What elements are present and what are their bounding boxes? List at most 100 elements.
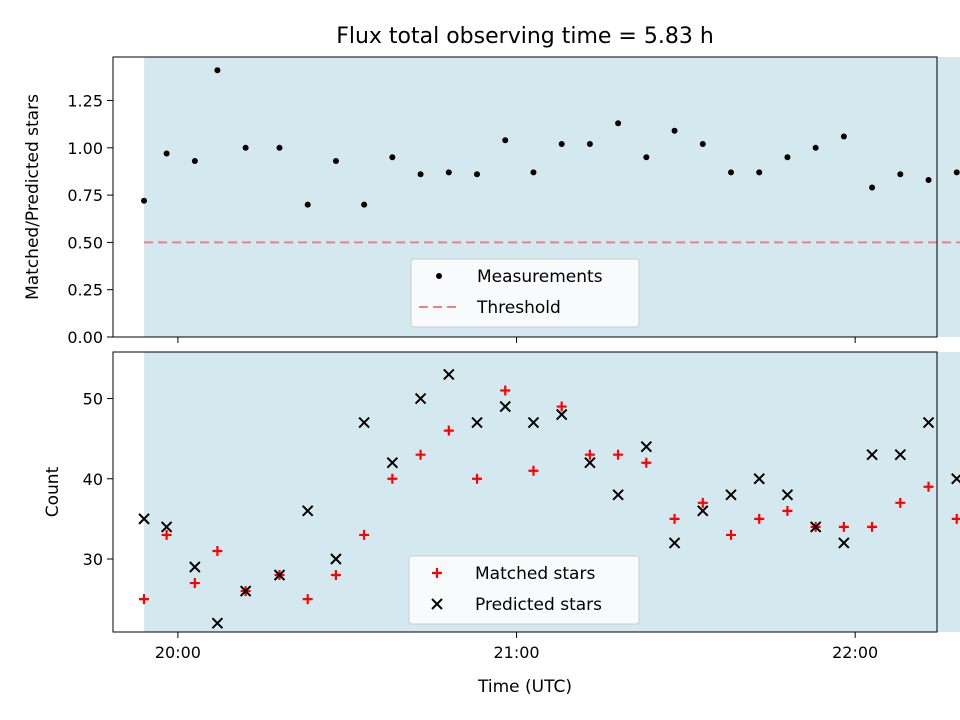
matched-star-point	[951, 513, 960, 524]
measurement-point	[502, 137, 509, 144]
chart-title: Flux total observing time = 5.83 h	[336, 24, 714, 49]
predicted-star-point	[239, 585, 252, 597]
predicted-star-point	[555, 408, 568, 421]
matched-star-point	[641, 457, 652, 468]
matched-star-point	[212, 545, 223, 556]
top-panel: 0.00 0.25 0.50 0.75 1.00 1.25 Matched/Predict…	[23, 56, 960, 347]
top-axes-frame	[112, 56, 938, 338]
predicted-star-point	[922, 416, 935, 429]
predicted-star-point	[443, 368, 455, 381]
counts-markers	[138, 368, 960, 629]
y-tick-label: 0.00	[67, 328, 103, 347]
legend-label: Predicted stars	[475, 595, 602, 615]
top-legend: Measurements Threshold	[410, 258, 640, 328]
measurement-point	[530, 169, 537, 176]
measurement-point	[474, 171, 481, 178]
matched-star-point	[472, 473, 483, 484]
predicted-star-point	[838, 537, 850, 549]
measurement-point	[840, 133, 847, 140]
measurement-point	[361, 201, 368, 208]
bottom-y-axis-label: Count	[43, 466, 63, 517]
y-tick-label: 1.25	[67, 92, 103, 111]
measurement-point	[897, 171, 904, 178]
predicted-star-point	[499, 400, 511, 413]
predicted-star-point	[894, 448, 907, 461]
predicted-star-point	[471, 416, 483, 429]
measurements-markers	[141, 67, 960, 208]
measurement-point	[214, 67, 221, 74]
predicted-star-point	[302, 505, 314, 517]
matched-star-point	[556, 401, 567, 412]
x-tick-label: 20:00	[155, 643, 201, 662]
predicted-star-point	[138, 513, 150, 525]
y-tick-label: 50	[83, 390, 103, 409]
y-tick-label: 30	[83, 550, 103, 569]
matched-star-point	[189, 578, 200, 589]
legend-label: Measurements	[477, 267, 603, 287]
top-y-axis-label: Matched/Predicted stars	[23, 94, 43, 300]
predicted-star-point	[781, 489, 794, 501]
measurement-point	[925, 176, 932, 183]
predicted-star-point	[725, 489, 737, 501]
bottom-axes-frame	[112, 351, 938, 633]
predicted-star-point	[809, 521, 822, 533]
matched-star-point	[584, 449, 595, 460]
x-axis-label: Time (UTC)	[477, 677, 572, 697]
y-tick-label: 1.00	[67, 139, 103, 158]
predicted-star-point	[527, 416, 540, 429]
matched-star-point	[754, 513, 765, 524]
matched-star-point	[161, 529, 172, 540]
predicted-star-point	[431, 598, 443, 610]
measurement-point	[586, 141, 593, 148]
matched-star-point	[838, 521, 849, 532]
y-tick-label: 40	[83, 470, 103, 489]
bottom-legend: Matched stars Predicted stars	[408, 555, 640, 625]
measurement-point	[558, 141, 565, 148]
predicted-star-point	[668, 537, 681, 549]
y-tick-label: 0.75	[67, 186, 103, 205]
measurement-point	[332, 158, 339, 165]
matched-star-point	[443, 425, 454, 436]
predicted-star-point	[160, 521, 173, 533]
matched-star-point	[697, 497, 708, 508]
predicted-star-point	[951, 473, 960, 485]
predicted-star-point	[414, 392, 427, 405]
measurement-point	[699, 141, 706, 148]
predicted-star-point	[386, 457, 399, 469]
bottom-panel: 30 40 50 20:0021:0022:0023:0000:0001:0002:…	[43, 351, 960, 697]
predicted-star-point	[612, 489, 624, 501]
measurement-point	[445, 169, 452, 176]
legend-box	[410, 258, 640, 328]
measurement-point	[389, 154, 396, 161]
predicted-star-point	[189, 561, 201, 573]
matched-star-point	[330, 570, 341, 581]
top-y-axis: 0.00 0.25 0.50 0.75 1.00 1.25	[67, 92, 113, 347]
predicted-star-point	[273, 569, 286, 581]
measurement-point	[953, 169, 960, 176]
predicted-star-point	[584, 457, 596, 469]
measurement-point	[304, 201, 311, 208]
matched-star-point	[895, 497, 906, 508]
bottom-y-axis: 30 40 50	[83, 390, 113, 569]
predicted-star-point	[866, 448, 878, 461]
legend-dot-marker	[436, 273, 442, 279]
matched-star-point	[528, 465, 539, 476]
matched-star-point	[302, 594, 313, 605]
measurement-point	[141, 197, 148, 204]
measurement-point	[276, 144, 283, 151]
measurement-point	[191, 158, 198, 165]
predicted-star-point	[753, 473, 765, 485]
measurement-point	[163, 150, 170, 157]
predicted-star-point	[697, 505, 709, 517]
measurement-point	[784, 154, 791, 161]
measurement-point	[728, 169, 734, 176]
matched-star-point	[867, 521, 878, 532]
measurement-point	[417, 171, 424, 178]
measurement-point	[812, 144, 819, 151]
predicted-star-point	[358, 416, 370, 429]
predicted-star-point	[211, 617, 224, 629]
matched-star-point	[432, 568, 442, 578]
legend-label: Threshold	[476, 298, 561, 318]
legend-label: Matched stars	[475, 564, 595, 584]
